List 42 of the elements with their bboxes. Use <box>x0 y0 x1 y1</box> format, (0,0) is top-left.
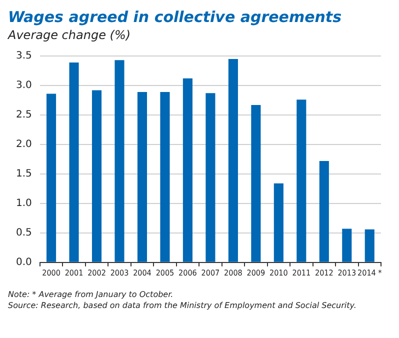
x-tick-label: 2002 <box>88 268 106 278</box>
bar <box>251 104 261 262</box>
x-tick-label: 2013 <box>338 268 356 278</box>
bar <box>182 78 192 262</box>
x-tick-label: 2006 <box>178 268 198 278</box>
bar <box>319 160 329 262</box>
bar <box>296 100 306 262</box>
text: Note: * Average from January to October. <box>8 290 174 301</box>
y-tick-label: 0.5 <box>16 228 32 239</box>
y-tick-label: 0.0 <box>16 256 32 268</box>
bar <box>137 92 148 262</box>
chart-title: Wages agreed in collective agreements <box>8 8 343 26</box>
x-tick-label: 2007 <box>201 268 220 278</box>
bar <box>69 62 79 262</box>
y-tick-label: 3.0 <box>16 80 32 92</box>
y-tick-label: 1.5 <box>16 168 32 180</box>
bar <box>364 229 374 262</box>
bar <box>206 93 216 262</box>
y-tick-label: 2.5 <box>16 110 32 121</box>
bar <box>342 228 352 262</box>
source-note: Source: Research, based on data from the Ministry of Employment and Social Security. <box>8 300 358 312</box>
x-tick-label: 2008 <box>224 268 243 278</box>
y-tick-label: 2.0 <box>16 139 32 150</box>
bar <box>228 58 238 262</box>
x-tick-label: 2000 <box>42 268 61 278</box>
x-tick-label: 2005 <box>156 268 174 278</box>
x-tick-label: 2003 <box>110 268 129 278</box>
x-tick-label: 2014 * <box>358 268 382 278</box>
x-tick-label: 2009 <box>246 268 266 278</box>
x-tick-label: 2010 <box>270 268 288 278</box>
y-tick-label: 1.0 <box>16 198 32 210</box>
bar <box>160 92 170 262</box>
y-tick-label: 3.5 <box>16 50 32 62</box>
x-tick-label: 2012 <box>314 268 334 278</box>
y-axis-title: Average change (%) <box>8 28 132 42</box>
x-tick-label: 2004 <box>133 268 152 278</box>
x-tick-label: 2001 <box>64 268 84 278</box>
x-tick-label: 2011 <box>292 268 311 278</box>
bar <box>274 183 284 262</box>
bar <box>92 90 102 262</box>
bar <box>114 60 124 262</box>
bar <box>46 94 56 262</box>
